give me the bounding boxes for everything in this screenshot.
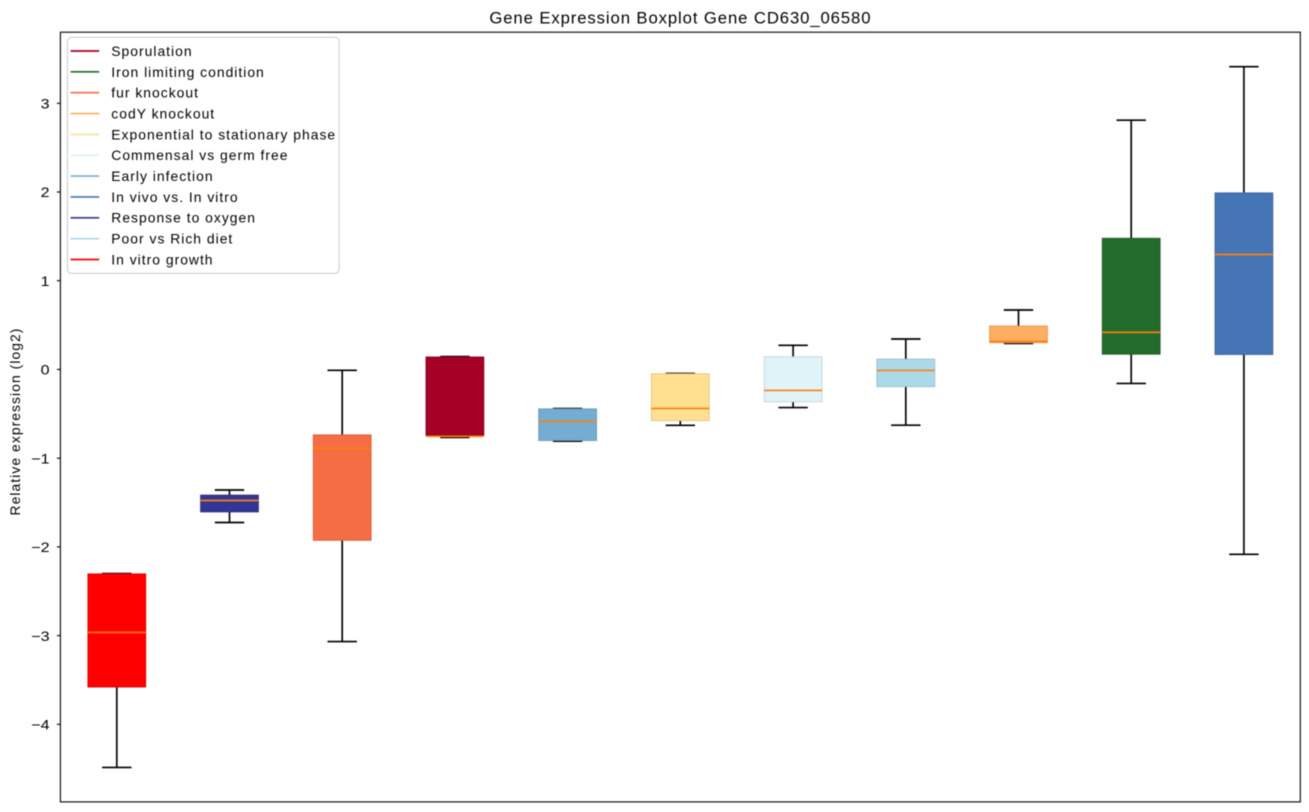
svg-text:codY knockout: codY knockout	[111, 105, 215, 121]
svg-text:Gene Expression Boxplot Gene C: Gene Expression Boxplot Gene CD630_06580	[489, 9, 871, 28]
svg-text:1: 1	[41, 273, 50, 289]
svg-text:−4: −4	[31, 717, 50, 733]
svg-text:−1: −1	[31, 450, 50, 466]
svg-text:Poor vs Rich diet: Poor vs Rich diet	[111, 231, 233, 247]
svg-text:fur knockout: fur knockout	[111, 85, 199, 101]
svg-text:Early infection: Early infection	[111, 168, 213, 184]
svg-text:Response to oxygen: Response to oxygen	[111, 210, 256, 226]
svg-text:Iron limiting condition: Iron limiting condition	[111, 64, 264, 80]
svg-text:3: 3	[41, 96, 50, 112]
svg-text:−3: −3	[31, 628, 50, 644]
svg-text:Commensal vs germ free: Commensal vs germ free	[111, 147, 288, 163]
svg-text:Relative expression (log2): Relative expression (log2)	[7, 328, 23, 516]
svg-text:Sporulation: Sporulation	[111, 43, 192, 59]
svg-text:0: 0	[41, 362, 50, 378]
svg-text:In vivo vs. In vitro: In vivo vs. In vitro	[111, 189, 238, 205]
svg-text:Exponential to stationary phas: Exponential to stationary phase	[111, 126, 336, 142]
svg-text:2: 2	[41, 184, 50, 200]
svg-text:−2: −2	[31, 539, 50, 555]
svg-text:In vitro growth: In vitro growth	[111, 251, 213, 267]
